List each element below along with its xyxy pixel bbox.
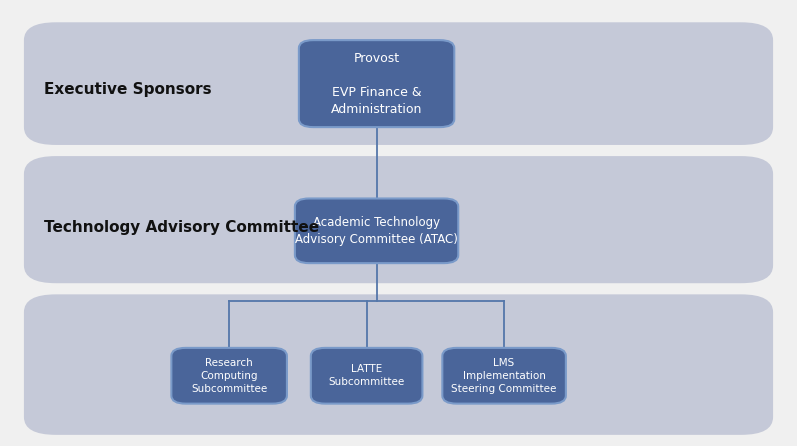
Text: Technology Advisory Committee: Technology Advisory Committee <box>44 220 319 235</box>
FancyBboxPatch shape <box>24 22 773 145</box>
Text: Executive Sponsors: Executive Sponsors <box>44 82 211 97</box>
FancyBboxPatch shape <box>311 348 422 404</box>
FancyBboxPatch shape <box>171 348 287 404</box>
FancyBboxPatch shape <box>442 348 566 404</box>
FancyBboxPatch shape <box>24 294 773 435</box>
FancyBboxPatch shape <box>295 198 458 263</box>
Text: LMS
Implementation
Steering Committee: LMS Implementation Steering Committee <box>451 358 557 394</box>
Text: Provost

EVP Finance &
Administration: Provost EVP Finance & Administration <box>331 52 422 116</box>
Text: Research
Computing
Subcommittee: Research Computing Subcommittee <box>191 358 267 394</box>
FancyBboxPatch shape <box>24 156 773 283</box>
FancyBboxPatch shape <box>299 40 454 127</box>
Text: LATTE
Subcommittee: LATTE Subcommittee <box>328 364 405 388</box>
Text: Academic Technology
Advisory Committee (ATAC): Academic Technology Advisory Committee (… <box>295 216 458 246</box>
